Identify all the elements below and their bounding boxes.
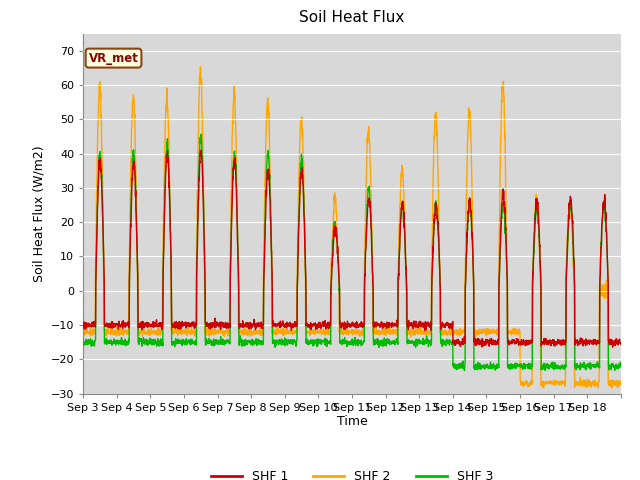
Y-axis label: Soil Heat Flux (W/m2): Soil Heat Flux (W/m2)	[32, 145, 45, 282]
Title: Soil Heat Flux: Soil Heat Flux	[300, 11, 404, 25]
X-axis label: Time: Time	[337, 415, 367, 429]
Text: VR_met: VR_met	[88, 51, 138, 65]
Legend: SHF 1, SHF 2, SHF 3: SHF 1, SHF 2, SHF 3	[205, 465, 499, 480]
